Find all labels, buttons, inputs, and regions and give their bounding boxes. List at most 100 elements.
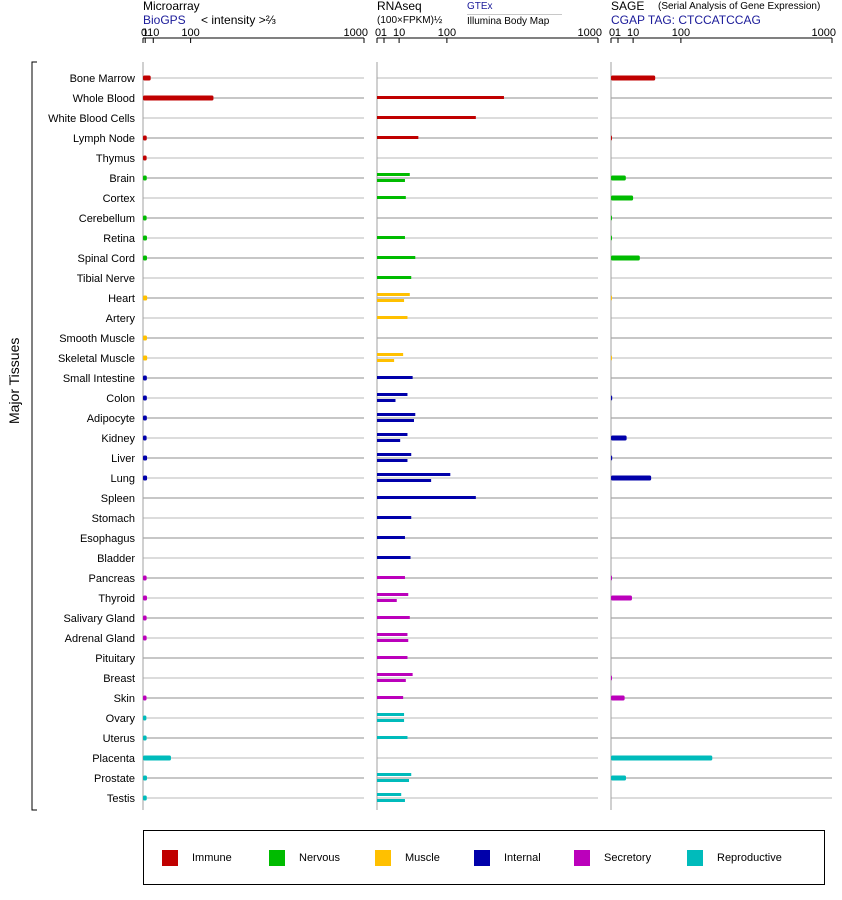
microarray-bar-spinal-cord	[143, 255, 147, 261]
sage-bar-brain	[611, 175, 626, 181]
rnaseq-bar-brain	[377, 173, 410, 176]
tissue-label-pituitary: Pituitary	[95, 653, 135, 665]
sage-bar-heart	[611, 295, 612, 301]
sage-tick-label: 0	[609, 27, 615, 39]
tissue-label-cortex: Cortex	[103, 193, 136, 205]
sage-bar-prostate	[611, 775, 626, 781]
tissue-label-artery: Artery	[106, 313, 136, 325]
rnaseq-bar-cortex	[377, 196, 406, 199]
tissue-label-liver: Liver	[111, 453, 135, 465]
tissue-label-thymus: Thymus	[96, 153, 136, 165]
microarray-tick-label: 0	[141, 27, 147, 39]
tissue-label-stomach: Stomach	[92, 513, 135, 525]
tissue-label-brain: Brain	[109, 173, 135, 185]
legend-item-internal: Internal	[474, 850, 541, 866]
rnaseq-bar-ovary	[377, 713, 405, 716]
microarray-tick-label: 1	[142, 27, 148, 39]
tissue-label-smooth-muscle: Smooth Muscle	[59, 333, 135, 345]
microarray-bar-salivary-gland	[143, 615, 147, 621]
tissue-label-retina: Retina	[103, 233, 136, 245]
rnaseq-bar-ovary	[377, 719, 405, 722]
rnaseq-bar-thyroid	[377, 599, 397, 602]
microarray-bar-brain	[143, 175, 147, 181]
rnaseq-bar-adipocyte	[377, 413, 416, 416]
legend-label-nervous: Nervous	[299, 852, 340, 864]
legend-swatch-immune	[162, 850, 178, 866]
sage-bar-retina	[611, 235, 612, 241]
sage-bar-pancreas	[611, 575, 612, 581]
rnaseq-bar-white-blood-cells	[377, 116, 476, 119]
sage-bar-thyroid	[611, 595, 632, 601]
sage-bar-placenta	[611, 755, 713, 761]
sage-bar-colon	[611, 395, 613, 401]
rnaseq-bar-retina	[377, 236, 405, 239]
sage-bar-spinal-cord	[611, 255, 640, 261]
rnaseq-bar-spleen	[377, 496, 476, 499]
rnaseq-title: RNAseq	[377, 0, 422, 13]
tissue-label-adipocyte: Adipocyte	[87, 413, 135, 425]
rnaseq-bar-skeletal-muscle	[377, 353, 404, 356]
legend-item-reproductive: Reproductive	[687, 850, 782, 866]
sage-tick-label: 1	[615, 27, 621, 39]
rnaseq-bar-breast	[377, 679, 406, 682]
tissue-bracket	[31, 61, 37, 811]
sage-bar-cortex	[611, 195, 634, 201]
microarray-bar-thymus	[143, 155, 147, 161]
sage-subtitle: CGAP TAG: CTCCATCCAG	[611, 13, 761, 27]
rnaseq-bar-colon	[377, 399, 396, 402]
rnaseq-bar-salivary-gland	[377, 616, 410, 619]
sage-bar-liver	[611, 455, 613, 461]
sage-bar-skin	[611, 695, 625, 701]
microarray-bar-retina	[143, 235, 147, 241]
microarray-bar-placenta	[143, 755, 171, 761]
tissue-label-bone-marrow: Bone Marrow	[70, 73, 135, 85]
rnaseq-bar-pituitary	[377, 656, 408, 659]
tissue-label-breast: Breast	[103, 673, 135, 685]
microarray-bar-bone-marrow	[143, 75, 151, 81]
rnaseq-bar-prostate	[377, 773, 412, 776]
sage-bar-bone-marrow	[611, 75, 656, 81]
tissue-label-skeletal-muscle: Skeletal Muscle	[58, 353, 135, 365]
rnaseq-bar-esophagus	[377, 536, 405, 539]
legend-swatch-secretory	[574, 850, 590, 866]
tissue-label-placenta: Placenta	[92, 753, 136, 765]
rnaseq-bar-pancreas	[377, 576, 405, 579]
tissue-label-uterus: Uterus	[103, 733, 136, 745]
legend-label-immune: Immune	[192, 852, 232, 864]
y-axis-label: Major Tissues	[6, 337, 22, 424]
tissue-label-white-blood-cells: White Blood Cells	[48, 113, 135, 125]
microarray-bar-small-intestine	[143, 375, 147, 381]
microarray-bar-smooth-muscle	[143, 335, 147, 341]
rnaseq-bar-adrenal-gland	[377, 633, 408, 636]
tissue-label-cerebellum: Cerebellum	[79, 213, 135, 225]
rnaseq-tick-label: 0	[375, 27, 381, 39]
rnaseq-bar-liver	[377, 453, 412, 456]
sage-bar-kidney	[611, 435, 627, 441]
microarray-bar-prostate	[143, 775, 147, 781]
sage-tick-label: 1000	[812, 27, 836, 39]
rnaseq-bar-brain	[377, 179, 405, 182]
legend-swatch-nervous	[269, 850, 285, 866]
legend-swatch-reproductive	[687, 850, 703, 866]
tissue-label-lymph-node: Lymph Node	[73, 133, 135, 145]
microarray-bar-kidney	[143, 435, 147, 441]
microarray-bar-cerebellum	[143, 215, 147, 221]
tissue-label-prostate: Prostate	[94, 773, 135, 785]
rnaseq-bar-lymph-node	[377, 136, 419, 139]
rnaseq-tick-label: 100	[438, 27, 456, 39]
rnaseq-bar-thyroid	[377, 593, 409, 596]
rnaseq-bar-liver	[377, 459, 408, 462]
microarray-bar-colon	[143, 395, 147, 401]
microarray-bar-skin	[143, 695, 147, 701]
tissue-label-pancreas: Pancreas	[89, 573, 136, 585]
tissue-label-testis: Testis	[107, 793, 136, 805]
microarray-axis-note: < intensity >⅔	[201, 13, 276, 27]
microarray-subtitle: BioGPS	[143, 13, 186, 27]
rnaseq-bar-tibial-nerve	[377, 276, 412, 279]
microarray-bar-pancreas	[143, 575, 147, 581]
rnaseq-bar-kidney	[377, 439, 401, 442]
legend-item-muscle: Muscle	[375, 850, 440, 866]
rnaseq-bar-breast	[377, 673, 413, 676]
rnaseq-bar-adipocyte	[377, 419, 414, 422]
